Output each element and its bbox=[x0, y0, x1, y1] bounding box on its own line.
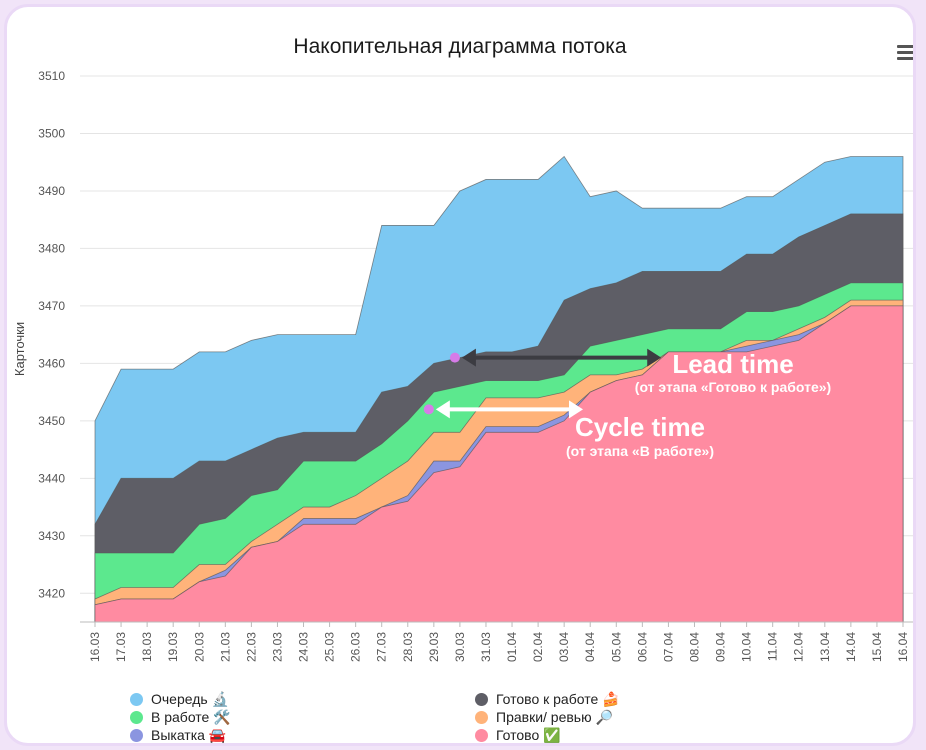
legend-swatch bbox=[130, 711, 143, 724]
legend-item-in-work[interactable]: В работе 🛠️ bbox=[130, 709, 231, 726]
area-series-0 bbox=[94, 305, 904, 623]
x-tick-label: 14.04 bbox=[844, 632, 858, 662]
legend-label: Готово к работе 🍰 bbox=[496, 691, 620, 707]
chart-title: Накопительная диаграмма потока bbox=[293, 35, 627, 58]
y-tick-label: 3430 bbox=[38, 529, 65, 543]
x-tick-label: 16.03 bbox=[88, 632, 102, 662]
x-tick-label: 01.04 bbox=[505, 632, 519, 662]
x-tick-label: 29.03 bbox=[427, 632, 441, 662]
legend-swatch bbox=[130, 693, 143, 706]
lead-time-start-marker bbox=[449, 352, 460, 363]
y-tick-label: 3470 bbox=[38, 299, 65, 313]
x-tick-label: 07.04 bbox=[661, 632, 675, 662]
y-tick-label: 3420 bbox=[38, 586, 65, 600]
x-tick-label: 28.03 bbox=[401, 632, 415, 662]
y-tick-label: 3460 bbox=[38, 356, 65, 370]
legend-label: Готово ✅ bbox=[496, 727, 561, 743]
x-tick-label: 12.04 bbox=[792, 632, 806, 662]
legend-item-queue[interactable]: Очередь 🔬 bbox=[130, 691, 229, 708]
lead-time-arrow-head-left bbox=[461, 348, 476, 367]
x-tick-label: 05.04 bbox=[609, 632, 623, 662]
legend-swatch bbox=[130, 729, 143, 742]
x-tick-label: 17.03 bbox=[114, 632, 128, 662]
x-tick-label: 08.04 bbox=[687, 632, 701, 662]
x-tick-label: 26.03 bbox=[349, 632, 363, 662]
lead-time-arrow-head-right bbox=[647, 348, 662, 367]
legend-item-deploy[interactable]: Выкатка 🚘 bbox=[130, 727, 226, 744]
x-tick-label: 02.04 bbox=[531, 632, 545, 662]
legend-label: Очередь 🔬 bbox=[151, 691, 230, 707]
legend-item-ready[interactable]: Готово к работе 🍰 bbox=[475, 691, 620, 708]
x-tick-label: 30.03 bbox=[453, 632, 467, 662]
y-tick-label: 3440 bbox=[38, 471, 65, 485]
x-tick-label: 13.04 bbox=[818, 632, 832, 662]
legend-swatch bbox=[475, 693, 488, 706]
legend-label: Правки/ ревью 🔎 bbox=[496, 709, 613, 725]
x-tick-label: 19.03 bbox=[166, 632, 180, 662]
cycle-time-sublabel: (от этапа «В работе») bbox=[566, 443, 714, 459]
x-tick-label: 03.04 bbox=[557, 632, 571, 662]
x-tick-label: 10.04 bbox=[740, 632, 754, 662]
x-tick-label: 06.04 bbox=[635, 632, 649, 662]
lead-time-label: Lead time bbox=[672, 349, 793, 379]
y-tick-label: 3500 bbox=[38, 126, 65, 140]
cycle-time-label: Cycle time bbox=[575, 412, 705, 442]
x-tick-label: 25.03 bbox=[323, 632, 337, 662]
y-tick-label: 3480 bbox=[38, 241, 65, 255]
y-tick-label: 3450 bbox=[38, 414, 65, 428]
x-tick-label: 20.03 bbox=[192, 632, 206, 662]
x-tick-label: 11.04 bbox=[766, 632, 780, 661]
x-tick-label: 16.04 bbox=[896, 632, 910, 662]
x-tick-label: 15.04 bbox=[870, 632, 884, 662]
x-tick-label: 18.03 bbox=[140, 632, 154, 662]
x-tick-label: 09.04 bbox=[714, 632, 728, 662]
cycle-time-arrow-head-right bbox=[569, 400, 584, 419]
legend-swatch bbox=[475, 711, 488, 724]
hamburger-menu-icon[interactable] bbox=[897, 45, 913, 61]
cycle-time-arrow-head-left bbox=[435, 400, 450, 419]
legend-label: Выкатка 🚘 bbox=[151, 727, 227, 743]
x-tick-label: 04.04 bbox=[583, 632, 597, 662]
legend-label: В работе 🛠️ bbox=[151, 709, 231, 725]
x-tick-label: 24.03 bbox=[297, 632, 311, 662]
x-tick-label: 23.03 bbox=[270, 632, 284, 662]
x-tick-label: 27.03 bbox=[375, 632, 389, 662]
lead-time-sublabel: (от этапа «Готово к работе») bbox=[635, 379, 831, 395]
y-tick-label: 3490 bbox=[38, 184, 65, 198]
cycle-time-start-marker bbox=[423, 404, 434, 415]
x-tick-label: 21.03 bbox=[218, 632, 232, 662]
y-axis-label: Карточки bbox=[12, 322, 27, 376]
x-tick-label: 31.03 bbox=[479, 632, 493, 662]
legend-item-review[interactable]: Правки/ ревью 🔎 bbox=[475, 709, 613, 726]
y-tick-label: 3510 bbox=[38, 69, 65, 83]
legend-swatch bbox=[475, 729, 488, 742]
legend-item-done[interactable]: Готово ✅ bbox=[475, 727, 561, 744]
x-tick-label: 22.03 bbox=[244, 632, 258, 662]
